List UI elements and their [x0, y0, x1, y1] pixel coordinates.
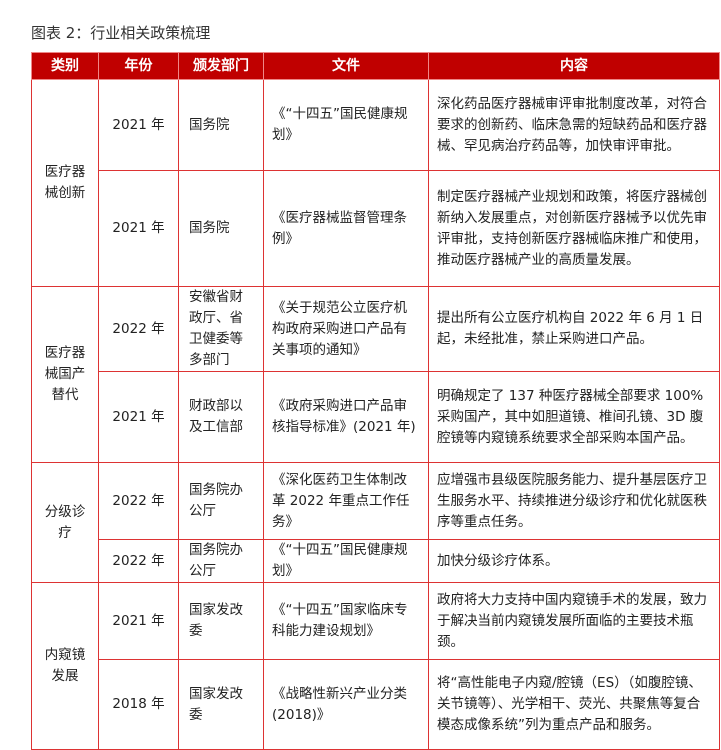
header-department: 颁发部门 — [178, 52, 264, 80]
department-cell: 财政部以及工信部 — [178, 371, 264, 463]
department-cell: 国家发改委 — [178, 582, 264, 660]
header-year: 年份 — [98, 52, 179, 80]
year-cell: 2022 年 — [98, 286, 179, 372]
year-cell: 2021 年 — [98, 170, 179, 287]
content-cell: 加快分级诊疗体系。 — [428, 539, 720, 583]
department-cell: 国务院 — [178, 170, 264, 287]
table-header-row: 类别 年份 颁发部门 文件 内容 — [31, 52, 720, 80]
category-cell: 医疗器械创新 — [31, 79, 99, 287]
content-cell: 制定医疗器械产业规划和政策，将医疗器械创新纳入发展重点，对创新医疗器械予以优先审… — [428, 170, 720, 287]
category-cell: 分级诊疗 — [31, 462, 99, 583]
table-row: 内窥镜发展 2021 年国家发改委 《“十四五”国家临床专科能力建设规划》 政府将大力… — [31, 582, 720, 750]
department-cell: 国务院 — [178, 79, 264, 171]
document-cell: 《医疗器械监督管理条例》 — [263, 170, 429, 287]
department-cell: 国务院办公厅 — [178, 462, 264, 540]
header-document: 文件 — [263, 52, 429, 80]
table-row: 2021 年财政部以及工信部 《政府采购进口产品审核指导标准》(2021 年) 明确… — [32, 371, 720, 463]
year-cell: 2022 年 — [98, 539, 179, 583]
table-row: 2018 年国家发改委 《战略性新兴产业分类(2018)》 将“高性能电子内窥/腔镜… — [32, 659, 720, 750]
content-cell: 应增强市县级医院服务能力、提升基层医疗卫生服务水平、持续推进分级诊疗和优化就医秩… — [428, 462, 720, 540]
content-cell: 将“高性能电子内窥/腔镜（ES）（如腹腔镜、关节镜等）、光学相干、荧光、共聚焦等… — [428, 659, 720, 750]
document-cell: 《“十四五”国民健康规划》 — [263, 539, 429, 583]
document-cell: 《深化医药卫生体制改革 2022 年重点工作任务》 — [263, 462, 429, 540]
table-row: 医疗器械创新 2021 年国务院 《“十四五”国民健康规划》 深化药品医疗器械审评审批… — [31, 79, 720, 287]
category-cell: 内窥镜发展 — [31, 582, 99, 750]
document-cell: 《“十四五”国家临床专科能力建设规划》 — [263, 582, 429, 660]
content-cell: 深化药品医疗器械审评审批制度改革，对符合要求的创新药、临床急需的短缺药品和医疗器… — [428, 79, 720, 171]
document-cell: 《战略性新兴产业分类(2018)》 — [263, 659, 429, 750]
content-cell: 提出所有公立医疗机构自 2022 年 6 月 1 日起，未经批准，禁止采购进口产… — [428, 286, 720, 372]
header-category: 类别 — [31, 52, 99, 80]
category-cell: 医疗器械国产替代 — [31, 286, 99, 463]
department-cell: 国家发改委 — [178, 659, 264, 750]
year-cell: 2018 年 — [98, 659, 179, 750]
year-cell: 2021 年 — [98, 79, 179, 171]
table-row: 医疗器械国产替代 2022 年安徽省财政厅、省卫健委等多部门 《关于规范公立医疗机构… — [31, 286, 720, 463]
year-cell: 2022 年 — [98, 462, 179, 540]
table-row: 2021 年国务院 《医疗器械监督管理条例》 制定医疗器械产业规划和政策，将医疗器械… — [32, 170, 720, 287]
year-cell: 2021 年 — [98, 582, 179, 660]
table-row: 2022 年国务院办公厅 《“十四五”国民健康规划》 加快分级诊疗体系。 — [32, 539, 720, 583]
table-caption: 图表 2：行业相关政策梳理 — [31, 24, 211, 42]
document-cell: 《“十四五”国民健康规划》 — [263, 79, 429, 171]
header-content: 内容 — [428, 52, 720, 80]
department-cell: 安徽省财政厅、省卫健委等多部门 — [178, 286, 264, 372]
content-cell: 政府将大力支持中国内窥镜手术的发展，致力于解决当前内窥镜发展所面临的主要技术瓶颈… — [428, 582, 720, 660]
document-cell: 《政府采购进口产品审核指导标准》(2021 年) — [263, 371, 429, 463]
table-row: 分级诊疗 2022 年国务院办公厅 《深化医药卫生体制改革 2022 年重点工作任务… — [31, 462, 720, 583]
document-cell: 《关于规范公立医疗机构政府采购进口产品有关事项的通知》 — [263, 286, 429, 372]
policy-table: 类别 年份 颁发部门 文件 内容 医疗器械创新 2021 年国务院 《“十四五”国民… — [31, 52, 720, 750]
year-cell: 2021 年 — [98, 371, 179, 463]
department-cell: 国务院办公厅 — [178, 539, 264, 583]
content-cell: 明确规定了 137 种医疗器械全部要求 100%采购国产，其中如胆道镜、椎间孔镜… — [428, 371, 720, 463]
